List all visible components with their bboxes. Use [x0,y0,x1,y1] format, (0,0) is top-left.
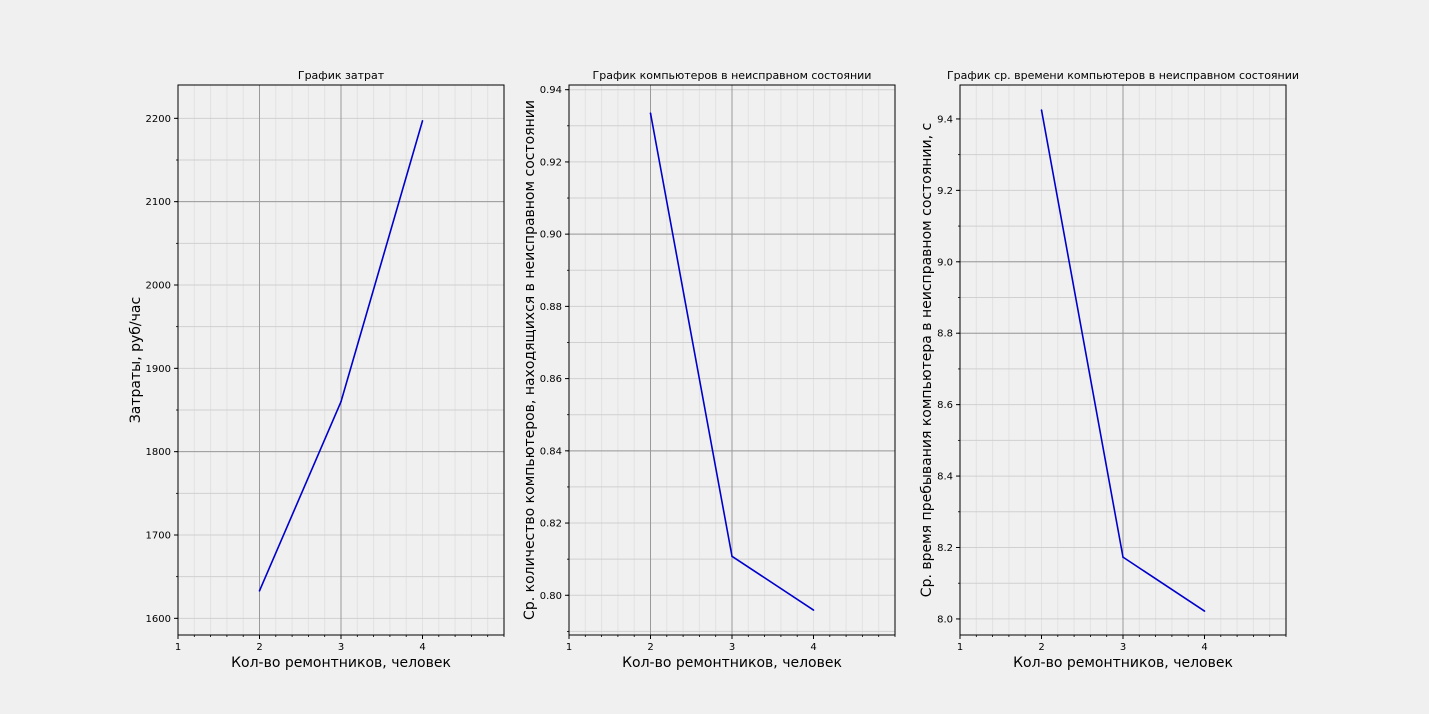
x-tick-label: 4 [810,642,816,653]
chart-faulty-computers: 1 2 3 4 0.80 0.82 0.84 0.86 0.88 0.90 0.92 0.94 Гра… [522,69,896,671]
x-tick-label: 1 [566,642,572,653]
y-axis-label: Затраты, руб/час [128,297,144,423]
y-tick-label: 0.80 [540,591,562,602]
x-axis-label: Кол-во ремонтников, человек [231,655,451,671]
y-axis-label: Ср. количество компьютеров, находящихся … [522,100,538,620]
grid [568,85,896,635]
chart-title: График ср. времени компьютеров в неиспра… [947,69,1299,82]
data-point [812,609,815,611]
y-tick-label: 0.90 [540,230,562,241]
plot-frame [959,84,1287,636]
y-tick-label: 2200 [146,114,171,125]
y-tick-label: 0.84 [540,446,562,457]
series [649,112,815,611]
x-tick-label: 3 [338,642,344,653]
plot-frame [568,84,896,636]
chart-title: График компьютеров в неисправном состоян… [593,69,872,82]
y-tick-label: 8.0 [937,614,953,625]
data-point [340,400,342,403]
y-tick-label: 9.2 [937,186,953,197]
ticks: 1 2 3 4 8.0 8.2 8.4 8.6 8.8 9.0 9.2 9.4 [937,114,1287,653]
y-tick-label: 2000 [146,281,171,292]
x-tick-label: 3 [1120,642,1126,653]
chart-faulty-time: 1 2 3 4 8.0 8.2 8.4 8.6 8.8 9.0 9.2 9.4 График ср. … [919,69,1299,671]
grid [959,85,1287,635]
x-tick-label: 4 [419,642,425,653]
x-tick-label: 1 [957,642,963,653]
y-tick-label: 1600 [146,614,171,625]
data-point [1040,109,1043,111]
data-point [258,590,261,592]
y-tick-label: 9.4 [937,114,953,125]
series [1040,109,1206,612]
y-tick-label: 8.8 [937,329,953,340]
y-tick-label: 8.4 [937,472,953,483]
x-tick-label: 1 [175,642,181,653]
y-tick-label: 0.92 [540,157,562,168]
y-tick-label: 2100 [146,197,171,208]
y-tick-label: 0.88 [540,302,562,313]
x-tick-label: 2 [1038,642,1044,653]
data-point [1122,556,1124,558]
data-point [1203,610,1206,612]
x-tick-label: 2 [256,642,262,653]
data-point [421,120,424,122]
chart-costs: 1 2 3 4 1600 1700 1800 1900 2000 2100 2200 График … [128,69,505,671]
x-tick-label: 4 [1201,642,1207,653]
chart-title: График затрат [298,69,385,82]
series [258,120,424,592]
x-tick-label: 2 [647,642,653,653]
y-tick-label: 8.6 [937,400,953,411]
x-axis-label: Кол-во ремонтников, человек [622,655,842,671]
data-point [649,112,652,114]
ticks: 1 2 3 4 1600 1700 1800 1900 2000 2100 2200 [146,114,505,653]
y-tick-label: 1700 [146,531,171,542]
y-tick-label: 9.0 [937,257,953,268]
y-tick-label: 1900 [146,364,171,375]
x-tick-label: 3 [729,642,735,653]
y-axis-label: Ср. время пребывания компьютера в неиспр… [919,123,935,597]
y-tick-label: 1800 [146,447,171,458]
y-tick-label: 0.82 [540,519,562,530]
plot-frame [177,84,505,636]
data-point [731,555,733,558]
x-axis-label: Кол-во ремонтников, человек [1013,655,1233,671]
grid [177,85,505,635]
y-tick-label: 0.94 [540,85,562,96]
y-tick-label: 0.86 [540,374,562,385]
y-tick-label: 8.2 [937,543,953,554]
